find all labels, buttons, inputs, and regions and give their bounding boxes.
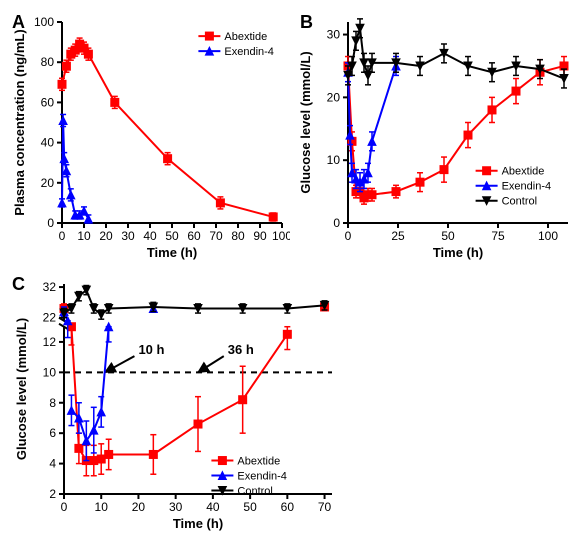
- svg-text:20: 20: [41, 176, 55, 190]
- svg-text:100: 100: [34, 15, 54, 29]
- svg-text:Time (h): Time (h): [173, 516, 223, 531]
- svg-text:0: 0: [345, 229, 352, 243]
- svg-text:70: 70: [209, 229, 223, 243]
- svg-text:10: 10: [95, 500, 109, 514]
- svg-text:C: C: [12, 274, 25, 294]
- svg-text:10: 10: [327, 153, 341, 167]
- figure-root: 0102030405060708090100020406080100Time (…: [0, 0, 579, 540]
- svg-text:0: 0: [59, 229, 66, 243]
- panel-b: 0 25 50 75 100 0 10 20 30 Time (h) Glucose level (…: [298, 10, 574, 265]
- svg-text:10: 10: [43, 365, 57, 379]
- svg-text:20: 20: [132, 500, 146, 514]
- svg-text:40: 40: [206, 500, 220, 514]
- svg-text:25: 25: [391, 229, 405, 243]
- svg-text:Plasma concentration (ng/mL): Plasma concentration (ng/mL): [12, 29, 27, 215]
- svg-text:50: 50: [441, 229, 455, 243]
- svg-text:20: 20: [327, 90, 341, 104]
- svg-text:30: 30: [327, 28, 341, 42]
- svg-text:60: 60: [281, 500, 295, 514]
- svg-text:0: 0: [47, 216, 54, 230]
- svg-text:100: 100: [272, 229, 290, 243]
- svg-text:6: 6: [49, 426, 56, 440]
- svg-text:10 h: 10 h: [138, 342, 164, 357]
- svg-text:Exendin-4: Exendin-4: [224, 46, 274, 58]
- svg-text:80: 80: [41, 55, 55, 69]
- svg-text:36 h: 36 h: [228, 342, 254, 357]
- svg-text:Time (h): Time (h): [147, 245, 197, 260]
- svg-text:Abextide: Abextide: [502, 166, 545, 178]
- svg-text:Exendin-4: Exendin-4: [237, 471, 287, 483]
- svg-text:Abextide: Abextide: [224, 31, 267, 43]
- svg-text:Control: Control: [502, 196, 537, 208]
- svg-text:32: 32: [43, 280, 57, 294]
- svg-text:8: 8: [49, 396, 56, 410]
- svg-text:Time (h): Time (h): [433, 245, 483, 260]
- svg-text:30: 30: [121, 229, 135, 243]
- svg-text:40: 40: [41, 136, 55, 150]
- svg-text:90: 90: [253, 229, 267, 243]
- svg-text:Control: Control: [237, 486, 272, 498]
- svg-text:80: 80: [231, 229, 245, 243]
- svg-text:60: 60: [187, 229, 201, 243]
- svg-text:Glucose level (mmol/L): Glucose level (mmol/L): [298, 51, 313, 193]
- svg-text:20: 20: [99, 229, 113, 243]
- svg-text:75: 75: [491, 229, 505, 243]
- svg-text:Exendin-4: Exendin-4: [502, 181, 552, 193]
- svg-text:30: 30: [169, 500, 183, 514]
- panel-c: 0 10 20 30 40 50 60 70 2 4 6 8 10 12 22 32 Time (h) Gluco…: [10, 272, 340, 536]
- svg-text:0: 0: [333, 216, 340, 230]
- svg-text:22: 22: [43, 311, 57, 325]
- svg-text:B: B: [300, 12, 313, 32]
- svg-text:100: 100: [538, 229, 558, 243]
- svg-text:40: 40: [143, 229, 157, 243]
- svg-text:A: A: [12, 12, 25, 32]
- panel-a: 0 10 20 30 40 50 60 70 80 90 100 0 20 40 60 80 100 Time (…: [10, 10, 290, 265]
- svg-text:12: 12: [43, 335, 57, 349]
- svg-text:70: 70: [318, 500, 332, 514]
- svg-text:60: 60: [41, 95, 55, 109]
- svg-text:50: 50: [243, 500, 257, 514]
- svg-text:Glucose level (mmol/L): Glucose level (mmol/L): [14, 318, 29, 460]
- svg-text:4: 4: [49, 457, 56, 471]
- svg-text:50: 50: [165, 229, 179, 243]
- svg-text:0: 0: [61, 500, 68, 514]
- svg-text:2: 2: [49, 487, 56, 501]
- svg-text:Abextide: Abextide: [237, 456, 280, 468]
- svg-text:10: 10: [77, 229, 91, 243]
